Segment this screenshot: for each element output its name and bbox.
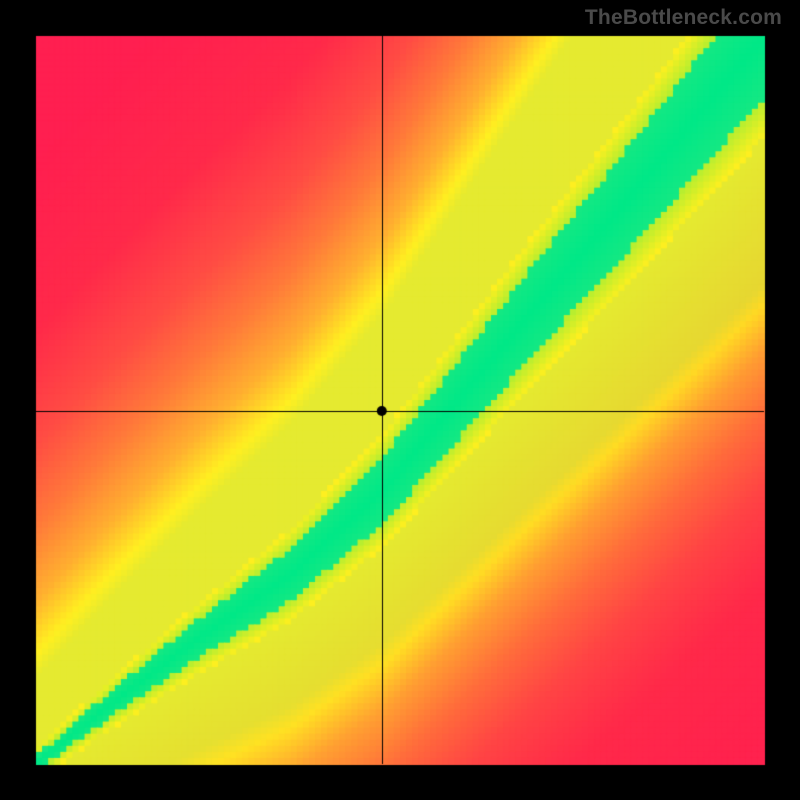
chart-container: TheBottleneck.com <box>0 0 800 800</box>
watermark-text: TheBottleneck.com <box>585 6 782 30</box>
bottleneck-heatmap <box>0 0 800 800</box>
